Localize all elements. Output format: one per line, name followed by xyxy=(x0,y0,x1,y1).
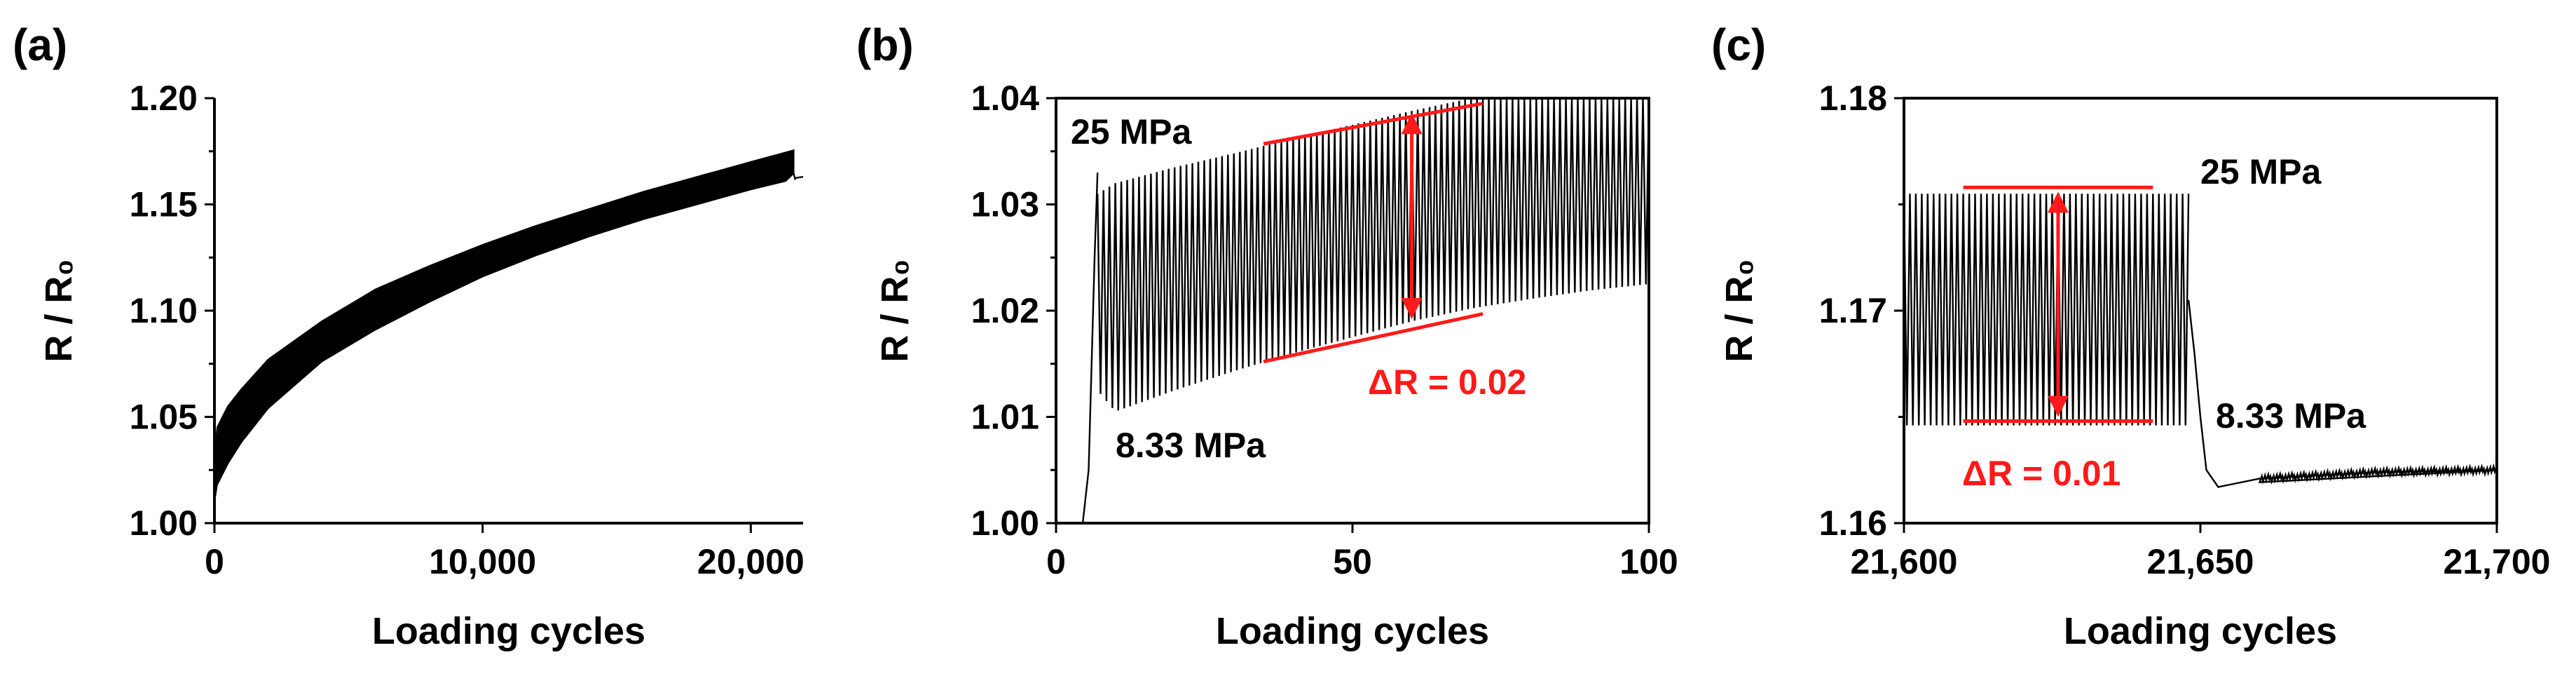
panel-c-x-tick-label: 21,600 xyxy=(1851,542,1958,581)
panel-c-label: (c) xyxy=(1711,20,1766,70)
panel-b-upper-envelope-line xyxy=(1263,102,1484,146)
panel-b-x-axis-title: Loading cycles xyxy=(1216,610,1489,652)
panel-a-y-tick-label: 1.15 xyxy=(130,185,198,224)
panel-b-label: (b) xyxy=(856,20,914,70)
panel-a-y-tick-label: 1.00 xyxy=(130,503,198,543)
panel-a-x-tick-label: 10,000 xyxy=(429,542,536,581)
panel-c-delta-arrow-head-top xyxy=(2047,191,2069,213)
panel-a-y-tick-label: 1.05 xyxy=(130,398,198,437)
panel-c-y-tick-label: 1.18 xyxy=(1819,79,1887,118)
panel-b-x-tick-label: 50 xyxy=(1333,542,1372,581)
panel-b-y-axis-title: R / R₀ xyxy=(874,259,916,362)
panel-a: (a) 1.00 1.05 1.10 1.15 1.20 0 10,000 20,000 Lo… xyxy=(13,20,804,652)
panel-c-unloaded-trace xyxy=(2187,299,2497,488)
panel-c-y-tick-label: 1.16 xyxy=(1819,503,1887,543)
panel-b-lower-envelope-line xyxy=(1263,312,1484,364)
panel-b-annotation-833mpa: 8.33 MPa xyxy=(1116,426,1266,465)
panel-a-y-axis-title: R / R₀ xyxy=(38,259,80,362)
panel-b-y-tick-label: 1.04 xyxy=(971,79,1040,118)
panel-c-x-axis-title: Loading cycles xyxy=(2064,610,2337,652)
panel-c-delta-arrow-head-bottom xyxy=(2047,396,2069,417)
panel-b-y-tick-label: 1.00 xyxy=(971,503,1039,543)
panel-b-resistance-trace xyxy=(1097,98,1649,411)
panel-c-x-tick-label: 21,700 xyxy=(2444,542,2551,581)
panel-b-delta-arrow-head-bottom xyxy=(1401,298,1423,320)
panel-c-resistance-trace xyxy=(1904,194,2190,426)
panel-a-y-tick-label: 1.10 xyxy=(130,291,198,330)
panel-c-annotation-25mpa: 25 MPa xyxy=(2200,152,2322,191)
panel-b-annotation-25mpa: 25 MPa xyxy=(1071,112,1193,151)
panel-b-annotation-delta-r: ΔR = 0.02 xyxy=(1368,363,1526,402)
panel-c-annotation-833mpa: 8.33 MPa xyxy=(2216,396,2366,435)
panel-a-y-tick-label: 1.20 xyxy=(130,79,198,118)
panel-c-plot xyxy=(1904,194,2497,488)
panel-c-annotation-delta-r: ΔR = 0.01 xyxy=(1962,454,2121,493)
panel-b-x-tick-label: 0 xyxy=(1046,542,1066,581)
panel-c: (c) 1.16 1.17 1.18 21,600 21,650 21,700 25 MP… xyxy=(1711,20,2550,652)
panel-a-oscillation-band xyxy=(214,149,795,502)
panel-a-label: (a) xyxy=(13,20,67,70)
panel-c-y-axis-title: R / R₀ xyxy=(1718,259,1760,362)
panel-a-unloaded-trace xyxy=(793,173,803,181)
panel-b-y-tick-label: 1.01 xyxy=(971,398,1039,437)
panel-b-initial-loading-trace xyxy=(1056,173,1099,523)
panel-b-plot xyxy=(1056,98,1649,523)
panel-b-x-tick-label: 100 xyxy=(1619,542,1678,581)
panel-b-y-tick-label: 1.02 xyxy=(971,291,1039,330)
panel-b-y-tick-label: 1.03 xyxy=(971,185,1039,224)
panel-c-x-tick-label: 21,650 xyxy=(2147,542,2254,581)
panel-c-y-tick-label: 1.17 xyxy=(1819,291,1887,330)
panel-b-delta-arrow-head-top xyxy=(1401,113,1423,135)
panel-b: (b) 1.00 1.01 1.02 1.03 1.04 0 50 100 25 MPa 8.… xyxy=(856,20,1678,652)
panel-a-x-tick-label: 0 xyxy=(205,542,224,581)
panel-a-x-tick-label: 20,000 xyxy=(697,542,804,581)
panel-a-x-axis-title: Loading cycles xyxy=(372,610,645,652)
panel-a-plot xyxy=(214,149,803,523)
